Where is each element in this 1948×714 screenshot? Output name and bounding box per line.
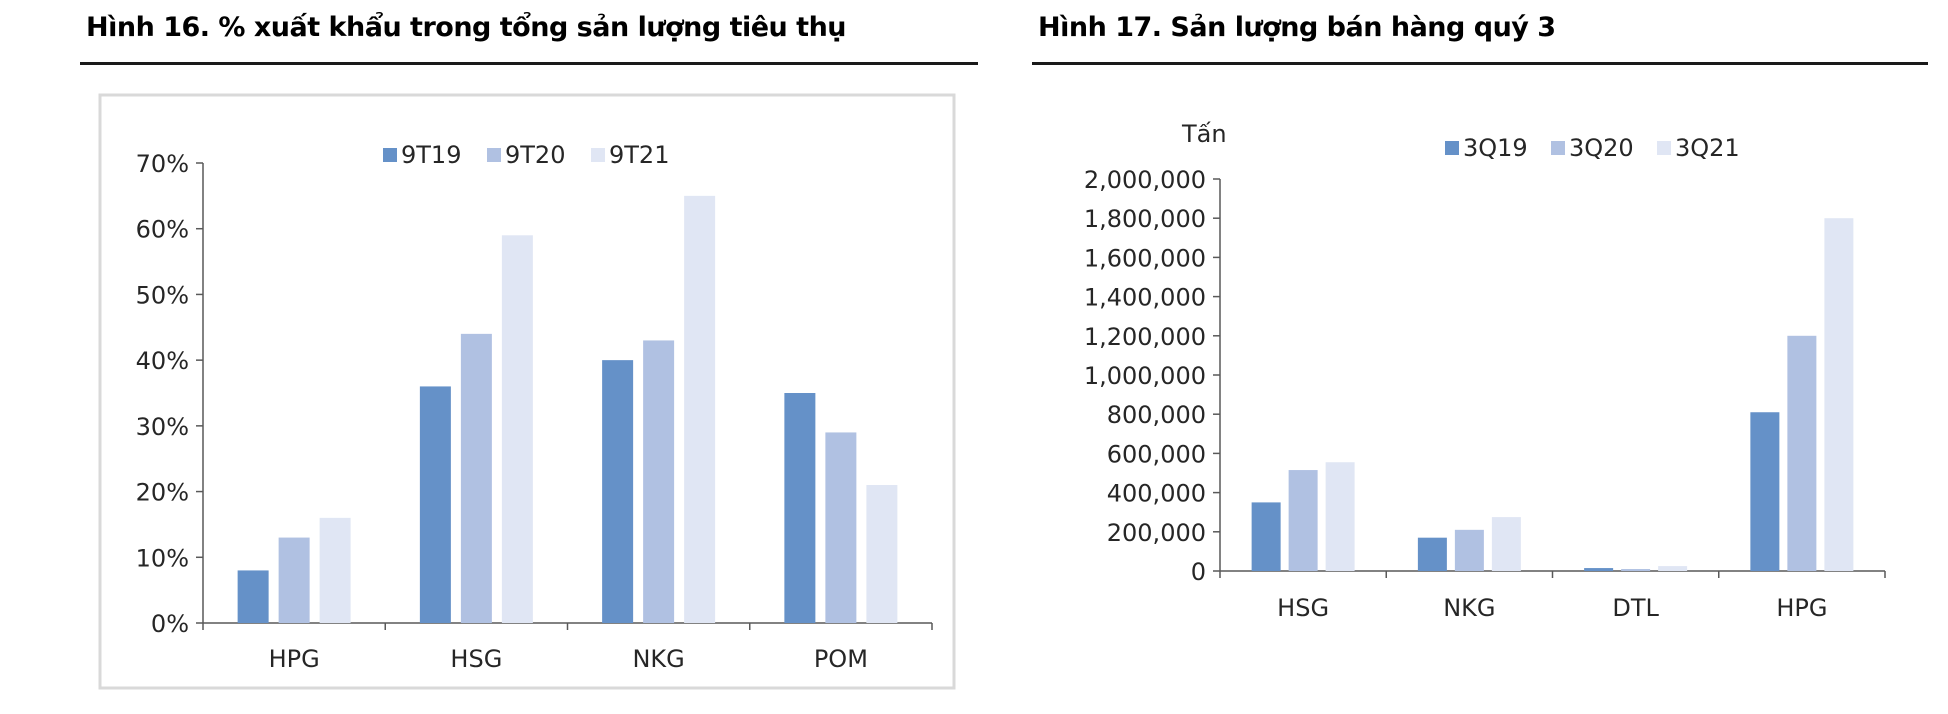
bar-9T21-HSG	[501, 235, 533, 624]
bar-3Q19-HPG	[1750, 412, 1780, 571]
legend-swatch	[487, 148, 501, 162]
y-tick-label: 10%	[136, 544, 189, 572]
y-tick-label: 2,000,000	[1084, 166, 1206, 194]
x-tick-label: NKG	[1443, 594, 1495, 622]
bar-3Q20-NKG	[1454, 529, 1484, 571]
bar-9T19-NKG	[602, 360, 634, 623]
y-tick-label: 1,400,000	[1084, 284, 1206, 312]
y-tick-label: 1,200,000	[1084, 323, 1206, 351]
y-tick-label: 1,600,000	[1084, 244, 1206, 272]
bar-9T20-POM	[825, 432, 857, 623]
bar-3Q19-DTL	[1584, 568, 1614, 571]
bar-9T21-HPG	[319, 517, 351, 623]
bar-9T19-HPG	[237, 570, 269, 623]
bar-3Q19-HSG	[1251, 502, 1281, 571]
legend-label: 9T19	[401, 141, 461, 169]
chart-frame	[98, 93, 956, 690]
bar-9T21-POM	[866, 485, 898, 623]
x-tick-label: HSG	[450, 645, 502, 673]
figure-17-title: Hình 17. Sản lượng bán hàng quý 3	[1038, 12, 1556, 43]
y-tick-label: 0	[1191, 558, 1206, 586]
x-tick-label: HPG	[1776, 594, 1827, 622]
bar-3Q21-NKG	[1491, 517, 1521, 571]
legend-label: 3Q21	[1675, 134, 1740, 162]
y-tick-label: 0%	[151, 610, 189, 638]
figure-16: Hình 16. % xuất khẩu trong tổng sản lượn…	[80, 0, 978, 714]
bar-3Q19-NKG	[1417, 537, 1447, 571]
legend-swatch	[1551, 141, 1565, 155]
y-tick-label: 200,000	[1107, 519, 1206, 547]
x-tick-label: POM	[814, 645, 868, 673]
legend-swatch	[1445, 141, 1459, 155]
legend-label: 3Q20	[1569, 134, 1634, 162]
figure-16-title: Hình 16. % xuất khẩu trong tổng sản lượn…	[86, 12, 847, 43]
legend-label: 9T20	[505, 141, 565, 169]
x-tick-label: HPG	[269, 645, 320, 673]
y-tick-label: 1,000,000	[1084, 362, 1206, 390]
y-tick-label: 800,000	[1107, 401, 1206, 429]
figure-17-rule	[1032, 62, 1928, 65]
legend-swatch	[591, 148, 605, 162]
y-tick-label: 600,000	[1107, 440, 1206, 468]
bar-9T19-HSG	[419, 386, 451, 623]
bar-3Q21-HSG	[1325, 462, 1355, 571]
legend-label: 3Q19	[1463, 134, 1528, 162]
bar-3Q21-DTL	[1658, 566, 1688, 571]
bar-9T20-HSG	[460, 333, 492, 623]
y-tick-label: 70%	[136, 150, 189, 178]
y-tick-label: 40%	[136, 347, 189, 375]
bar-9T21-NKG	[684, 195, 716, 623]
bar-9T19-POM	[784, 393, 816, 623]
x-tick-label: HSG	[1277, 594, 1329, 622]
bar-3Q21-HPG	[1824, 218, 1854, 571]
figure-16-rule	[80, 62, 978, 65]
x-tick-label: NKG	[632, 645, 684, 673]
bar-3Q20-HSG	[1288, 470, 1318, 571]
bar-3Q20-DTL	[1621, 569, 1651, 571]
bar-3Q20-HPG	[1787, 335, 1817, 571]
bar-9T20-HPG	[278, 537, 310, 623]
y-tick-label: 400,000	[1107, 480, 1206, 508]
chart-17: 0 200,000 400,000 600,000 800,000 1,000,000 1,…	[1084, 120, 1886, 622]
y-tick-label: 30%	[136, 413, 189, 441]
chart-16: 0% 10% 20% 30% 40% 50% 60% 70% HPG HSG NKG POM 9T19 9…	[98, 93, 956, 690]
figure-17: Hình 17. Sản lượng bán hàng quý 3 0 200,0…	[1032, 0, 1948, 714]
legend-swatch	[1657, 141, 1671, 155]
bar-9T20-NKG	[643, 340, 675, 623]
x-tick-label: DTL	[1612, 594, 1659, 622]
legend-label: 9T21	[609, 141, 669, 169]
y-tick-label: 60%	[136, 216, 189, 244]
y-tick-label: 50%	[136, 281, 189, 309]
y-tick-label: 20%	[136, 479, 189, 507]
legend-swatch	[383, 148, 397, 162]
y-tick-label: 1,800,000	[1084, 205, 1206, 233]
y-axis-label: Tấn	[1181, 120, 1227, 148]
